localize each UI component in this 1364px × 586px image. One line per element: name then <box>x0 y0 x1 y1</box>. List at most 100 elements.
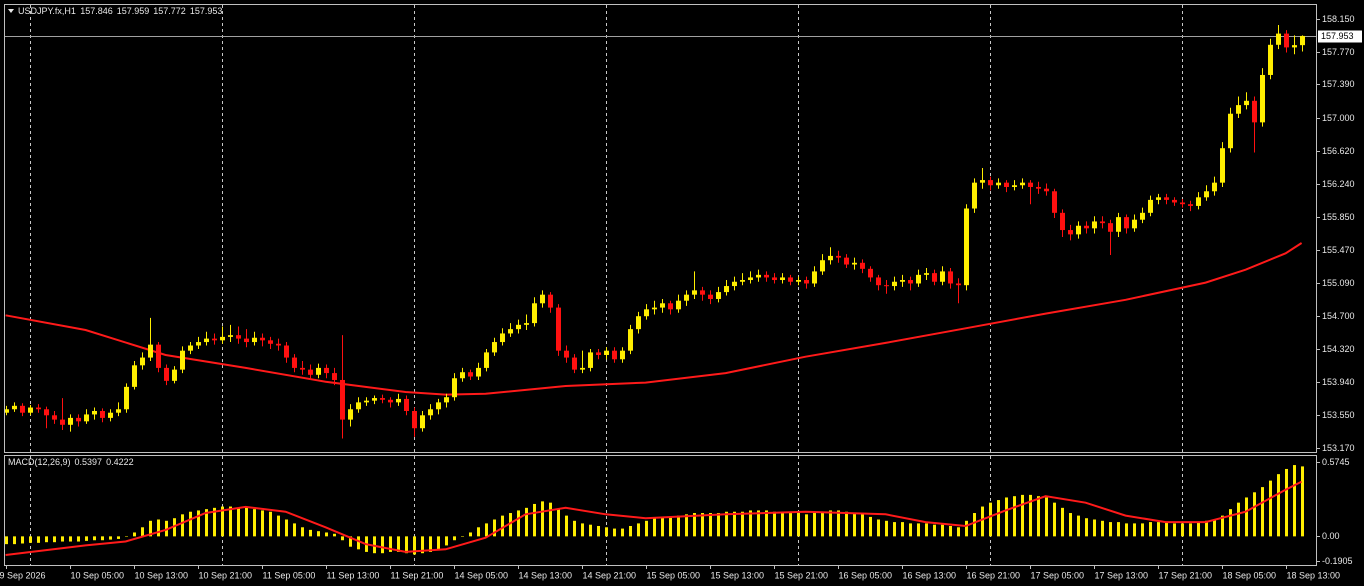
macd-bar <box>909 523 912 537</box>
macd-bar <box>1205 520 1208 537</box>
candle-body <box>484 352 489 368</box>
macd-bar <box>573 520 576 537</box>
candle-body <box>1012 185 1017 187</box>
candle-body <box>508 329 513 334</box>
x-tick-label: 17 Sep 13:00 <box>1095 570 1149 580</box>
macd-bar <box>613 528 616 537</box>
macd-bar <box>1013 496 1016 537</box>
candle-body <box>68 417 73 425</box>
header-high: 157.959 <box>117 6 150 16</box>
macd-bar <box>709 513 712 537</box>
macd-bar <box>941 524 944 537</box>
macd-bar <box>261 510 264 537</box>
candle-body <box>332 373 337 380</box>
macd-bar <box>829 510 832 537</box>
macd-bar <box>525 507 528 537</box>
macd-bar <box>477 527 480 537</box>
macd-bar <box>1165 522 1168 537</box>
candle-body <box>860 262 865 269</box>
macd-bar <box>69 536 72 542</box>
candle-body <box>692 290 697 295</box>
macd-bar <box>1229 509 1232 537</box>
candle-body <box>1124 217 1129 229</box>
macd-bar <box>237 507 240 537</box>
candle-body <box>740 280 745 282</box>
macd-bar <box>1053 502 1056 537</box>
macd-bar <box>325 532 328 537</box>
macd-bar <box>309 529 312 537</box>
macd-bar <box>189 511 192 537</box>
candle-body <box>452 378 457 398</box>
macd-bar <box>205 509 208 537</box>
candle-body <box>428 409 433 416</box>
indicator-name: MACD(12,26,9) <box>8 457 71 467</box>
macd-bar <box>597 525 600 537</box>
macd-bar <box>765 510 768 537</box>
macd-bar <box>93 536 96 541</box>
menu-arrow[interactable] <box>8 9 14 13</box>
macd-bar <box>213 507 216 537</box>
candle-body <box>340 379 345 420</box>
macd-bar <box>557 509 560 537</box>
macd-bar <box>317 531 320 537</box>
header-close: 157.953 <box>190 6 223 16</box>
macd-bar <box>133 532 136 537</box>
macd-bar <box>901 522 904 537</box>
x-tick-label: 18 Sep 05:00 <box>1223 570 1277 580</box>
candle-body <box>260 337 265 341</box>
x-tick-label: 15 Sep 21:00 <box>775 570 829 580</box>
candle-body <box>1276 33 1281 45</box>
candle-body <box>956 283 961 286</box>
macd-bar <box>845 511 848 537</box>
signal-value: 0.4222 <box>106 457 134 467</box>
macd-bar <box>1021 494 1024 537</box>
macd-bar <box>813 513 816 537</box>
macd-bar <box>469 532 472 537</box>
candle-body <box>876 277 881 286</box>
candle-body <box>12 405 17 410</box>
macd-bar <box>789 513 792 537</box>
macd-bar <box>549 502 552 537</box>
candle-body <box>756 274 761 278</box>
candle-body <box>476 367 481 377</box>
candle-body <box>588 352 593 368</box>
y-tick-label: 156.240 <box>1322 179 1355 189</box>
macd-bar <box>1277 474 1280 537</box>
macd-bar <box>629 525 632 537</box>
macd-bar <box>893 522 896 537</box>
macd-bar <box>677 515 680 537</box>
candle-body <box>940 271 945 282</box>
macd-bar <box>269 511 272 537</box>
candle-body <box>700 290 705 295</box>
candle-body <box>548 294 553 308</box>
candle-body <box>196 342 201 346</box>
candle-body <box>156 344 161 368</box>
candle-body <box>404 398 409 411</box>
candle-body <box>892 281 897 287</box>
macd-bar <box>669 516 672 537</box>
candle-body <box>676 300 681 310</box>
macd-bar <box>405 536 408 554</box>
macd-bar <box>589 524 592 537</box>
candle-body <box>1180 202 1185 205</box>
y-tick-label: 155.850 <box>1322 212 1355 222</box>
macd-bar <box>293 523 296 537</box>
candle-body <box>660 303 665 308</box>
candle-body <box>436 402 441 410</box>
macd-bar <box>797 513 800 537</box>
x-tick-label: 18 Sep 13:00 <box>1287 570 1341 580</box>
macd-bar <box>1189 523 1192 537</box>
candle-body <box>764 274 769 278</box>
macd-bar <box>693 513 696 537</box>
macd-bar <box>1101 520 1104 537</box>
macd-bar <box>301 527 304 537</box>
candle-body <box>1244 100 1249 106</box>
macd-bar <box>749 510 752 537</box>
candle-body <box>60 419 65 425</box>
candle-body <box>380 398 385 400</box>
macd-bar <box>389 536 392 552</box>
macd-bar <box>1109 522 1112 537</box>
macd-bar <box>805 514 808 537</box>
candle-body <box>1148 199 1153 213</box>
